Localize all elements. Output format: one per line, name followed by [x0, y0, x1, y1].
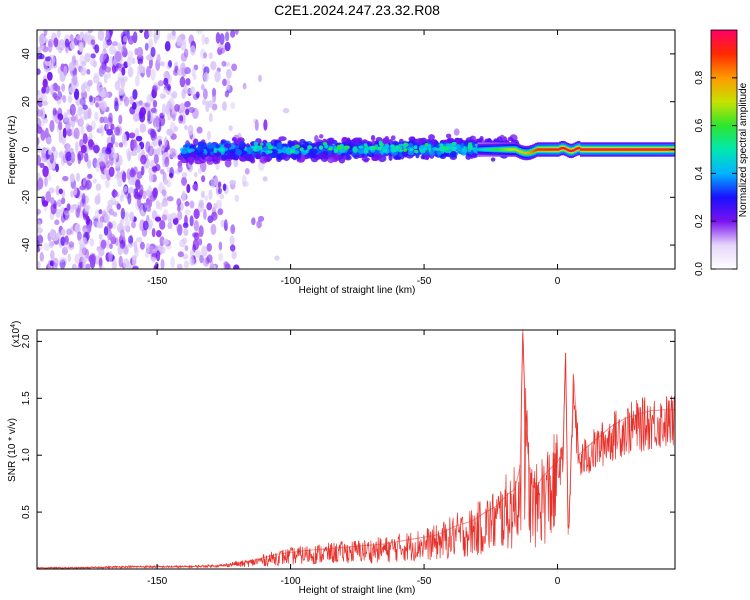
colorbar-gradient: [711, 30, 737, 269]
x-tick-label: -100: [281, 276, 301, 287]
y-tick-label: 0: [21, 146, 32, 152]
snr-scale-label: (x104): [10, 321, 22, 348]
colorbar-label: Normalized spectral amplitude: [738, 82, 749, 217]
snr-y-ticks: 0.5 1.0 1.5 2.0: [21, 334, 675, 519]
x-tick-label: -50: [417, 576, 432, 587]
x-tick-label: -150: [147, 576, 167, 587]
spectrogram-x-ticks: -150 -100 -50 0: [147, 30, 561, 287]
y-tick-label: 20: [21, 96, 32, 108]
figure-title: C2E1.2024.247.23.32.R08: [274, 2, 440, 18]
spectrogram-y-ticks: -40 -20 0 20 40: [21, 48, 675, 252]
spectrogram-panel: -150 -100 -50 0 -40 -20 0 20 40 Height of strai…: [7, 29, 676, 296]
colorbar: 0.0 0.2 0.4 0.6 0.8 Normalized spectral ampl…: [694, 29, 749, 276]
x-tick-label: -50: [417, 276, 432, 287]
spectrogram-heatmap: [37, 30, 675, 269]
x-tick-label: -150: [147, 276, 167, 287]
x-tick-label: -100: [281, 576, 301, 587]
snr-series-line: [37, 330, 675, 569]
snr-x-ticks: -150 -100 -50 0: [147, 330, 561, 587]
colorbar-tick-label: 0.6: [694, 118, 705, 132]
snr-panel: -150 -100 -50 0 0.5 1.0 1.5 2.0 Height of stra…: [7, 321, 676, 596]
y-tick-label: -20: [21, 190, 32, 205]
snr-x-label: Height of straight line (km): [299, 585, 416, 596]
colorbar-tick-label: 0.2: [694, 214, 705, 228]
x-tick-label: 0: [555, 276, 561, 287]
y-tick-label: 1.5: [21, 391, 32, 405]
y-tick-label: 40: [21, 48, 32, 60]
colorbar-tick-label: 0.4: [694, 166, 705, 180]
colorbar-tick-label: 0.0: [694, 262, 705, 276]
spectrogram-x-label: Height of straight line (km): [299, 285, 416, 296]
spectrogram-y-label: Frequency (Hz): [7, 116, 18, 185]
y-tick-label: 0.5: [21, 505, 32, 519]
colorbar-ticks: 0.0 0.2 0.4 0.6 0.8: [694, 29, 738, 276]
x-tick-label: 0: [555, 576, 561, 587]
snr-plot-area: [37, 330, 675, 569]
y-tick-label: 2.0: [21, 334, 32, 348]
snr-y-label: SNR (10 * v/v): [7, 418, 18, 482]
y-tick-label: 1.0: [21, 448, 32, 462]
colorbar-tick-label: 0.8: [694, 70, 705, 84]
snr-frame: [36, 329, 676, 570]
y-tick-label: -40: [21, 237, 32, 252]
